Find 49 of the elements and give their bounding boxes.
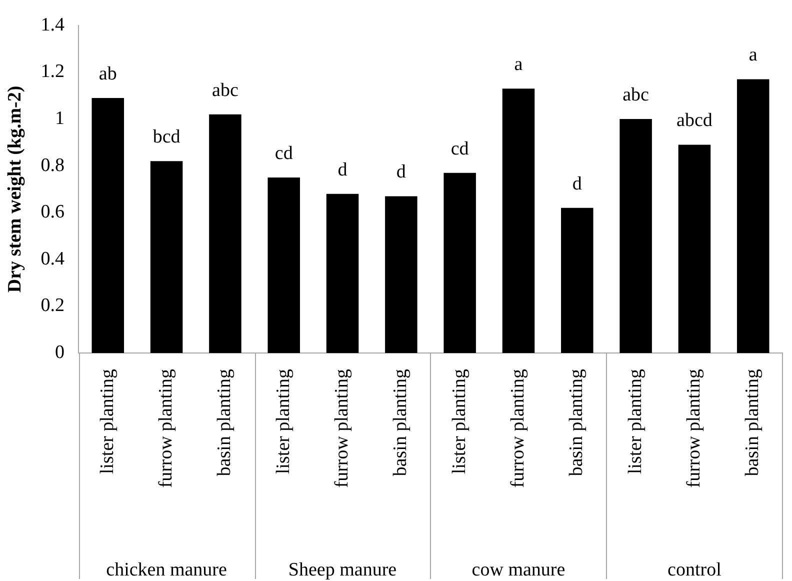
y-tick-label: 0 [55, 342, 65, 363]
x-tick-label: basin planting [742, 368, 764, 476]
bar [561, 208, 594, 353]
bar [620, 119, 652, 353]
text: chicken manure [106, 559, 227, 580]
y-axis-title: Dry stem weight (kg.m-2) [4, 86, 26, 293]
data-label: d [396, 162, 406, 183]
bar [385, 196, 418, 353]
text: control [668, 559, 722, 580]
data-label: a [748, 44, 758, 66]
y-tick-label: 0.2 [40, 295, 65, 316]
x-tick-label: furrow planting [331, 368, 352, 488]
data-label: a [514, 54, 524, 76]
x-tick-label: furrow planting [156, 368, 177, 488]
data-label: ab [98, 63, 117, 84]
data-label: cd [274, 142, 294, 164]
x-tick-label: furrow planting [507, 368, 528, 488]
data-label: d [338, 159, 348, 180]
bar [678, 144, 711, 353]
data-label: abc [622, 84, 649, 106]
text: Sheep manure [288, 559, 397, 580]
text: cow manure [472, 559, 566, 580]
y-tick-label: 1.4 [40, 14, 66, 36]
x-tick-label: basin planting [214, 368, 236, 476]
x-tick-label: furrow planting [683, 368, 704, 488]
x-tick-label: basin planting [566, 368, 588, 476]
x-tick-label: basin planting [390, 368, 412, 476]
bar [444, 172, 476, 353]
data-label: abc [212, 80, 238, 101]
bar [150, 161, 183, 353]
x-tick-label: lister planting [448, 368, 470, 474]
bar [502, 88, 535, 353]
bar [92, 98, 124, 353]
data-label: d [572, 173, 582, 194]
bar [736, 79, 770, 353]
x-tick-label: lister planting [624, 368, 646, 474]
y-tick-label: 1.2 [40, 61, 65, 82]
data-label: cd [450, 138, 470, 160]
x-tick-label: lister planting [96, 368, 118, 474]
bar [268, 178, 300, 353]
y-tick-label: 1 [55, 108, 65, 129]
y-tick-label: 0.4 [40, 248, 66, 270]
data-label: bcd [152, 126, 181, 148]
data-label: abcd [676, 110, 713, 132]
y-tick-label: 0.8 [40, 154, 65, 176]
x-tick-label: lister planting [272, 368, 294, 474]
bar [209, 114, 242, 353]
y-tick-label: 0.6 [40, 202, 65, 223]
bar [326, 194, 359, 353]
